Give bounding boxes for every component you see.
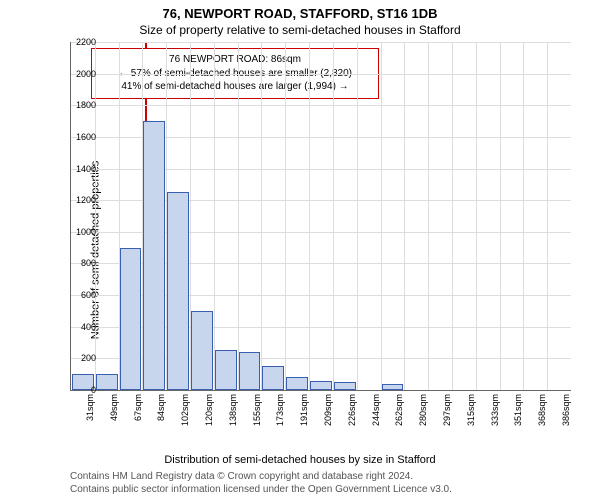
x-tick-label: 368sqm	[537, 394, 547, 426]
x-tick-label: 102sqm	[180, 394, 190, 426]
histogram-bar	[191, 311, 213, 390]
gridline-v	[261, 42, 262, 390]
x-tick-label: 226sqm	[347, 394, 357, 426]
chart-title: 76, NEWPORT ROAD, STAFFORD, ST16 1DB	[0, 6, 600, 21]
gridline-v	[452, 42, 453, 390]
gridline-v	[404, 42, 405, 390]
y-tick-label: 1800	[76, 100, 96, 110]
x-tick-label: 191sqm	[299, 394, 309, 426]
footer-text: Contains HM Land Registry data © Crown c…	[70, 471, 588, 496]
x-tick-label: 315sqm	[466, 394, 476, 426]
histogram-bar	[143, 121, 165, 390]
gridline-h	[71, 42, 571, 43]
histogram-bar	[96, 374, 118, 390]
x-tick-label: 173sqm	[275, 394, 285, 426]
gridline-v	[500, 42, 501, 390]
chart-container: 76, NEWPORT ROAD, STAFFORD, ST16 1DB Siz…	[0, 0, 600, 500]
gridline-v	[309, 42, 310, 390]
gridline-v	[95, 42, 96, 390]
gridline-v	[357, 42, 358, 390]
footer-line1: Contains HM Land Registry data © Crown c…	[70, 471, 588, 484]
y-tick-label: 2000	[76, 69, 96, 79]
x-tick-label: 84sqm	[156, 394, 166, 421]
gridline-v	[238, 42, 239, 390]
x-tick-label: 67sqm	[133, 394, 143, 421]
gridline-h	[71, 74, 571, 75]
gridline-v	[428, 42, 429, 390]
chart-subtitle: Size of property relative to semi-detach…	[0, 23, 600, 37]
gridline-v	[476, 42, 477, 390]
x-tick-label: 209sqm	[323, 394, 333, 426]
x-tick-label: 244sqm	[371, 394, 381, 426]
x-tick-label: 49sqm	[109, 394, 119, 421]
x-tick-label: 262sqm	[394, 394, 404, 426]
y-tick-label: 400	[81, 322, 96, 332]
histogram-bar	[334, 382, 356, 390]
y-tick-label: 2200	[76, 37, 96, 47]
plot-area: 76 NEWPORT ROAD: 86sqm ← 57% of semi-det…	[70, 42, 571, 391]
x-tick-label: 333sqm	[490, 394, 500, 426]
x-tick-label: 138sqm	[228, 394, 238, 426]
histogram-bar	[239, 352, 261, 390]
y-tick-label: 1600	[76, 132, 96, 142]
histogram-bar	[167, 192, 189, 390]
histogram-bar	[382, 384, 404, 390]
x-tick-label: 280sqm	[418, 394, 428, 426]
y-tick-label: 800	[81, 258, 96, 268]
x-tick-label: 297sqm	[442, 394, 452, 426]
x-tick-label: 386sqm	[561, 394, 571, 426]
gridline-v	[547, 42, 548, 390]
y-tick-label: 200	[81, 353, 96, 363]
histogram-bar	[262, 366, 284, 390]
callout-house: 76 NEWPORT ROAD: 86sqm	[100, 53, 370, 67]
y-tick-label: 1000	[76, 227, 96, 237]
x-tick-label: 31sqm	[85, 394, 95, 421]
x-tick-label: 120sqm	[204, 394, 214, 426]
gridline-v	[333, 42, 334, 390]
histogram-bar	[120, 248, 142, 390]
x-axis-label: Distribution of semi-detached houses by …	[0, 454, 600, 466]
histogram-bar	[310, 381, 332, 390]
histogram-bar	[215, 350, 237, 390]
gridline-v	[523, 42, 524, 390]
y-tick-label: 1400	[76, 164, 96, 174]
gridline-v	[285, 42, 286, 390]
gridline-v	[381, 42, 382, 390]
y-tick-label: 600	[81, 290, 96, 300]
callout-larger: 41% of semi-detached houses are larger (…	[100, 80, 370, 94]
gridline-h	[71, 105, 571, 106]
gridline-v	[214, 42, 215, 390]
x-tick-label: 155sqm	[252, 394, 262, 426]
x-tick-label: 351sqm	[513, 394, 523, 426]
histogram-bar	[286, 377, 308, 390]
y-tick-label: 1200	[76, 195, 96, 205]
footer-line2: Contains public sector information licen…	[70, 484, 588, 497]
